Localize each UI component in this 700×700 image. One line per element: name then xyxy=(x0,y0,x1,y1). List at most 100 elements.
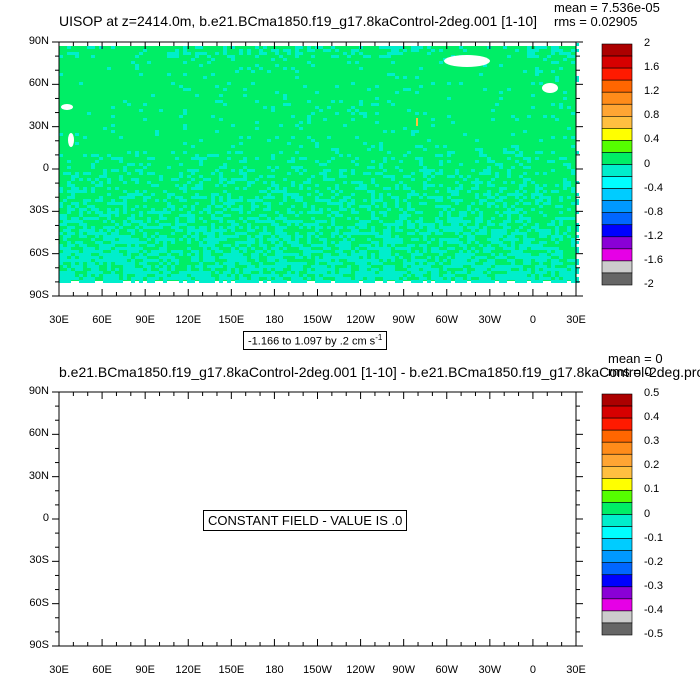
panel1-speckle-cell xyxy=(319,193,323,196)
panel1-missing-patch xyxy=(61,104,73,110)
panel1-speckle-cell xyxy=(515,256,519,259)
panel1-speckle-cell xyxy=(363,280,367,283)
panel1-speckle-cell xyxy=(107,208,111,211)
panel1-speckle-cell xyxy=(339,202,343,205)
panel1-speckle-cell xyxy=(271,196,275,199)
panel1-speckle-cell xyxy=(395,76,399,79)
panel1-speckle-cell xyxy=(207,280,211,283)
panel1-speckle-cell xyxy=(315,184,319,187)
panel1-speckle-cell xyxy=(535,247,539,250)
panel1-speckle-cell xyxy=(379,250,383,253)
panel1-speckle-cell xyxy=(483,262,487,265)
panel1-speckle-cell xyxy=(423,175,427,178)
panel1-speckle-cell xyxy=(223,46,227,49)
panel1-speckle-cell xyxy=(303,181,307,184)
panel1-speckle-cell xyxy=(395,229,399,232)
panel1-speckle-cell xyxy=(387,100,391,103)
panel2-colorbar xyxy=(601,393,633,636)
panel2-ylabel: 60S xyxy=(29,596,49,609)
panel1-speckle-cell xyxy=(127,229,131,232)
panel1-speckle-cell xyxy=(187,169,191,172)
panel1-speckle-cell xyxy=(539,265,543,268)
panel1-speckle-cell xyxy=(283,196,287,199)
panel1-speckle-cell xyxy=(59,247,63,250)
panel1-speckle-cell xyxy=(275,184,279,187)
panel1-speckle-cell xyxy=(263,190,267,193)
panel1-speckle-cell xyxy=(175,178,179,181)
panel1-speckle-cell xyxy=(107,187,111,190)
panel1-speckle-cell xyxy=(219,277,223,280)
panel1-speckle-cell xyxy=(231,277,235,280)
panel1-speckle-cell xyxy=(399,160,403,163)
panel1-speckle-cell xyxy=(259,271,263,274)
panel1-speckle-cell xyxy=(419,259,423,262)
panel1-speckle-cell xyxy=(211,217,215,220)
panel1-speckle-cell xyxy=(131,247,135,250)
panel1-speckle-cell xyxy=(355,253,359,256)
panel1-speckle-cell xyxy=(295,46,299,49)
panel1-speckle-cell xyxy=(167,211,171,214)
panel1-speckle-cell xyxy=(303,205,307,208)
panel1-speckle-cell xyxy=(111,280,115,283)
panel2-xlabel: 30W xyxy=(478,664,502,676)
panel1-speckle-cell xyxy=(295,124,299,127)
panel1-speckle-cell xyxy=(119,160,123,163)
panel1-speckle-cell xyxy=(491,118,495,121)
panel1-speckle-cell xyxy=(71,256,75,259)
panel1-speckle-cell xyxy=(127,103,131,106)
panel1-speckle-cell xyxy=(511,265,515,268)
panel2-colorbar-swatch xyxy=(601,417,633,431)
panel1-speckle-cell xyxy=(331,196,335,199)
panel1-speckle-cell xyxy=(291,181,295,184)
panel1-speckle-cell xyxy=(139,193,143,196)
panel1-speckle-cell xyxy=(383,247,387,250)
panel1-speckle-cell xyxy=(135,55,139,58)
panel1-speckle-cell xyxy=(527,220,531,223)
panel1-speckle-cell xyxy=(247,169,251,172)
panel2-xlabel: 60E xyxy=(92,664,112,676)
panel1-speckle-cell xyxy=(543,184,547,187)
panel1-speckle-cell xyxy=(275,226,279,229)
panel1-speckle-cell xyxy=(215,238,219,241)
panel1-speckle-cell xyxy=(251,70,255,73)
panel1-speckle-cell xyxy=(503,244,507,247)
panel1-speckle-cell xyxy=(455,223,459,226)
panel1-speckle-cell xyxy=(415,268,419,271)
panel1-speckle-cell xyxy=(535,70,539,73)
panel1-speckle-cell xyxy=(263,52,267,55)
panel1-speckle-cell xyxy=(507,172,511,175)
panel1-speckle-cell xyxy=(499,199,503,202)
panel1-speckle-cell xyxy=(555,229,559,232)
panel1-speckle-cell xyxy=(447,205,451,208)
panel1-speckle-cell xyxy=(499,163,503,166)
panel1-speckle-cell xyxy=(347,196,351,199)
panel1-speckle-cell xyxy=(483,193,487,196)
panel1-speckle-cell xyxy=(451,190,455,193)
panel1-speckle-cell xyxy=(215,154,219,157)
panel1-speckle-cell xyxy=(491,178,495,181)
panel1-speckle-cell xyxy=(551,262,555,265)
panel1-speckle-cell xyxy=(383,274,387,277)
panel1-speckle-cell xyxy=(207,178,211,181)
panel1-speckle-cell xyxy=(459,46,463,49)
panel1-missing-patch xyxy=(68,133,74,147)
panel1-speckle-cell xyxy=(495,172,499,175)
panel1-speckle-cell xyxy=(379,235,383,238)
panel1-speckle-cell xyxy=(535,244,539,247)
panel1-speckle-cell xyxy=(91,166,95,169)
panel1-speckle-cell xyxy=(123,238,127,241)
panel1-speckle-cell xyxy=(251,280,255,283)
panel2-xlabel: 30E xyxy=(49,664,69,676)
panel1-speckle-cell xyxy=(147,220,151,223)
panel1-speckle-cell xyxy=(431,262,435,265)
panel1-speckle-cell xyxy=(475,271,479,274)
panel1-speckle-cell xyxy=(379,271,383,274)
panel1-speckle-cell xyxy=(463,262,467,265)
panel1-speckle-cell xyxy=(327,136,331,139)
panel1-speckle-cell xyxy=(571,244,575,247)
panel1-speckle-cell xyxy=(291,115,295,118)
panel1-speckle-cell xyxy=(387,73,391,76)
panel1-speckle-cell xyxy=(175,52,179,55)
panel1-speckle-cell xyxy=(171,178,175,181)
panel1-speckle-cell xyxy=(195,184,199,187)
